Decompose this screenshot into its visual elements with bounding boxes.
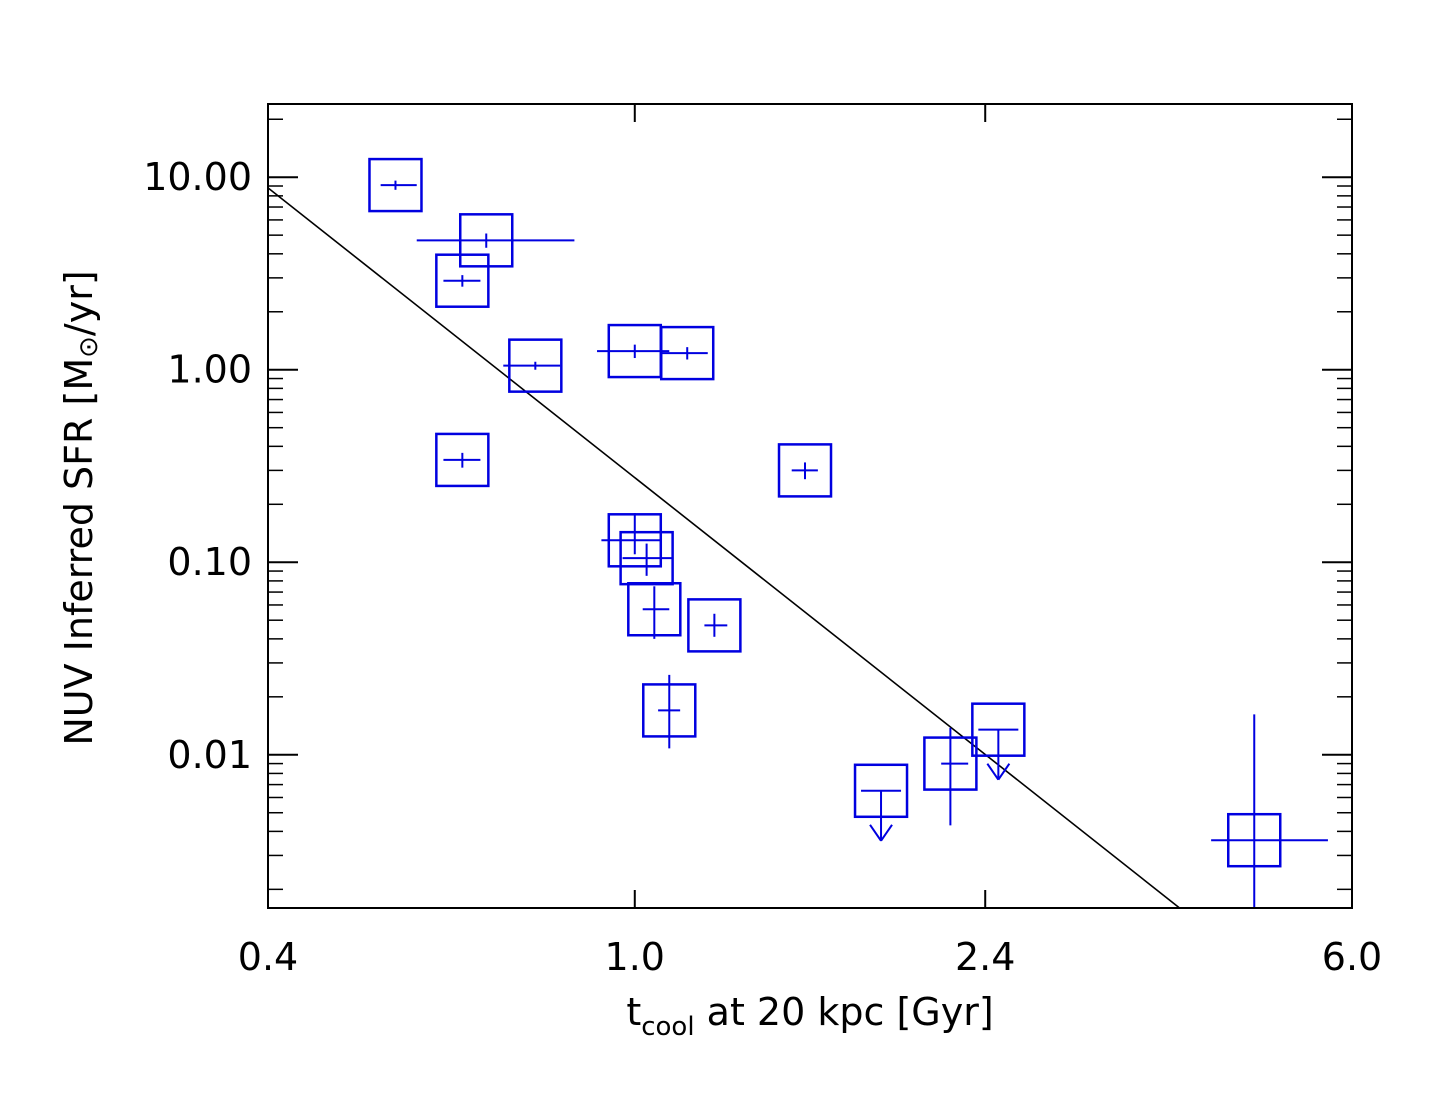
fit-line [268,187,1181,908]
data-point [642,674,697,749]
plot-frame [267,103,1353,909]
x-axis-label: tcool at 20 kpc [Gyr] [626,990,993,1042]
y-axis-label-symbol: ⊙ [74,336,104,358]
data-point [435,253,490,308]
data-point [601,513,663,568]
data-point [659,325,715,381]
y-axis-label-after: /yr] [57,270,101,336]
data-point [627,581,682,639]
upper-limit-point [853,763,909,842]
data-point [368,157,423,213]
data-point [687,598,742,653]
x-tick-label: 0.4 [238,935,298,979]
y-axis-label: NUV Inferred SFR [M⊙/yr] [57,270,104,745]
x-tick-label: 2.4 [955,935,1015,979]
x-tick-label: 6.0 [1322,935,1382,979]
point-marker [777,443,833,498]
data-point [503,338,563,393]
y-tick-label: 0.10 [167,540,252,584]
x-axis-label-rest: at 20 kpc [Gyr] [695,990,994,1034]
plot-layer [268,157,1328,908]
x-tick-label: 1.0 [605,935,665,979]
limit-arrow-head-left [986,763,1000,781]
data-point [923,727,978,826]
data-point [435,432,490,488]
upper-limit-point [971,702,1026,781]
point-marker [435,432,490,488]
limit-arrow-head-right [997,763,1011,781]
point-marker [659,325,715,381]
data-point [1211,714,1328,908]
y-tick-label: 1.00 [167,348,252,392]
x-ticks: 0.4 1.0 2.4 6.0 [238,104,1382,979]
point-marker [368,157,423,213]
x-axis-label-subscript: cool [641,1012,694,1042]
y-tick-label: 0.01 [167,733,252,777]
y-ticks: 10.00 1.00 0.10 0.01 [143,118,1352,891]
limit-arrow-head-left [869,824,882,842]
limit-arrow-head-right [880,824,893,842]
point-marker [435,253,490,308]
data-point [416,213,575,268]
data-point [777,443,833,498]
point-marker [687,598,742,653]
y-axis-label-before: NUV Inferred SFR [M [57,358,101,746]
y-tick-label: 10.00 [143,155,252,199]
data-point [597,323,670,379]
x-axis-label-main: t [626,990,641,1034]
